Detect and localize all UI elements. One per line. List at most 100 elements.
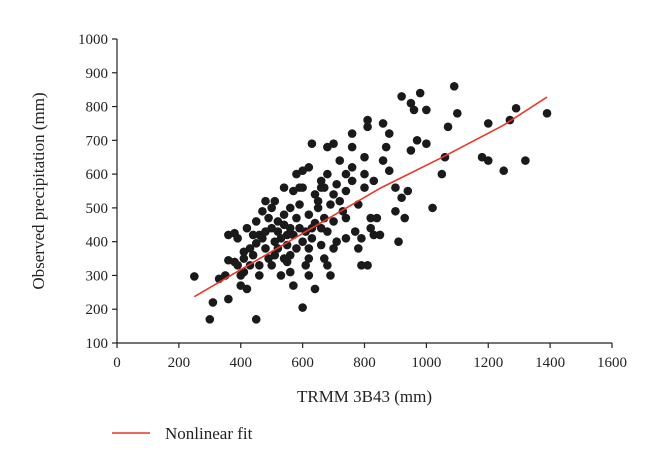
scatter-point [190,272,199,281]
scatter-point [341,169,351,179]
scatter-points [190,81,552,324]
scatter-point [357,233,366,243]
y-tick-label: 900 [86,66,109,82]
scatter-point [279,210,289,219]
scatter-point [329,139,338,149]
scatter-point [422,105,431,115]
scatter-point [409,105,419,115]
scatter-point [400,213,410,223]
scatter-point [285,250,295,260]
y-axis-title: Observed precipitation (mm) [29,92,48,289]
scatter-point [350,227,360,236]
scatter-point [369,230,379,240]
scatter-point [242,284,252,294]
scatter-point [261,244,270,253]
scatter-point [391,183,400,192]
scatter-point [292,169,301,179]
scatter-point [301,261,311,270]
scatter-point [323,261,332,270]
scatter-point [276,271,286,280]
scatter-point [384,166,394,176]
scatter-point [307,139,317,149]
scatter-point [332,179,341,189]
scatter-point [499,166,509,176]
scatter-point [347,163,357,172]
scatter-point [521,156,530,165]
scatter-point [354,244,363,253]
scatter-point [347,129,357,138]
y-tick-label: 500 [86,201,109,217]
x-axis-title: TRMM 3B43 (mm) [297,387,432,406]
scatter-point [304,244,314,253]
scatter-point [326,271,335,280]
scatter-point [363,115,372,125]
scatter-point [394,237,403,246]
scatter-point [360,183,369,192]
scatter-point [292,244,301,253]
scatter-point [316,240,326,250]
scatter-point [360,152,369,162]
scatter-point [251,239,261,248]
scatter-point [304,254,314,263]
x-tick-label: 1200 [473,355,503,371]
scatter-point [406,146,416,155]
scatter-point [304,210,314,219]
y-tick-label: 600 [86,167,109,183]
scatter-point [363,261,372,270]
scatter-point [335,196,345,206]
scatter-point [326,200,335,209]
scatter-point [443,122,453,132]
x-tick-label: 1600 [597,355,627,371]
scatter-point [258,206,267,216]
scatter-point [483,156,493,165]
scatter-point [384,129,394,138]
scatter-point [285,223,295,233]
scatter-point [511,103,521,113]
scatter-point [239,254,249,263]
scatter-point [267,203,276,213]
scatter-point [292,213,301,223]
scatter-point [391,206,400,216]
scatter-point [397,92,406,101]
scatter-point [397,193,406,203]
scatter-point [310,284,320,294]
scatter-point [248,230,258,240]
scatter-point [208,298,218,307]
y-tick-label: 1000 [78,32,108,48]
scatter-point [329,217,338,226]
y-tick-label: 700 [86,133,109,149]
scatter-point [307,233,317,243]
scatter-point [360,169,369,179]
scatter-point [449,81,459,91]
scatter-point [366,223,375,233]
x-tick-label: 400 [230,355,253,371]
y-tick-label: 400 [86,235,109,251]
scatter-point [347,142,357,152]
y-tick-label: 100 [86,336,109,352]
scatter-point [332,237,341,246]
scatter-point [313,196,323,206]
scatter-point [341,233,351,243]
scatter-point [270,196,280,206]
scatter-point [422,139,431,149]
scatter-point [406,98,416,108]
x-tick-label: 1400 [535,355,565,371]
scatter-point [316,183,326,192]
scatter-point [319,254,329,263]
scatter-point [329,190,338,199]
scatter-point [251,315,261,324]
scatter-point [313,203,323,213]
scatter-point [437,169,447,179]
x-tick-label: 600 [291,355,314,371]
x-tick-label: 200 [168,355,191,371]
scatter-point [298,303,307,312]
scatter-point [366,213,375,223]
scatter-point [357,261,366,270]
x-axis-ticks: 0 200 400 600 800 1000 1200 1400 1600 [113,343,627,371]
scatter-point [224,294,233,304]
scatter-point [264,213,273,223]
scatter-point [323,169,332,179]
scatter-point [369,176,379,186]
y-tick-label: 800 [86,100,109,116]
scatter-point [242,223,252,233]
